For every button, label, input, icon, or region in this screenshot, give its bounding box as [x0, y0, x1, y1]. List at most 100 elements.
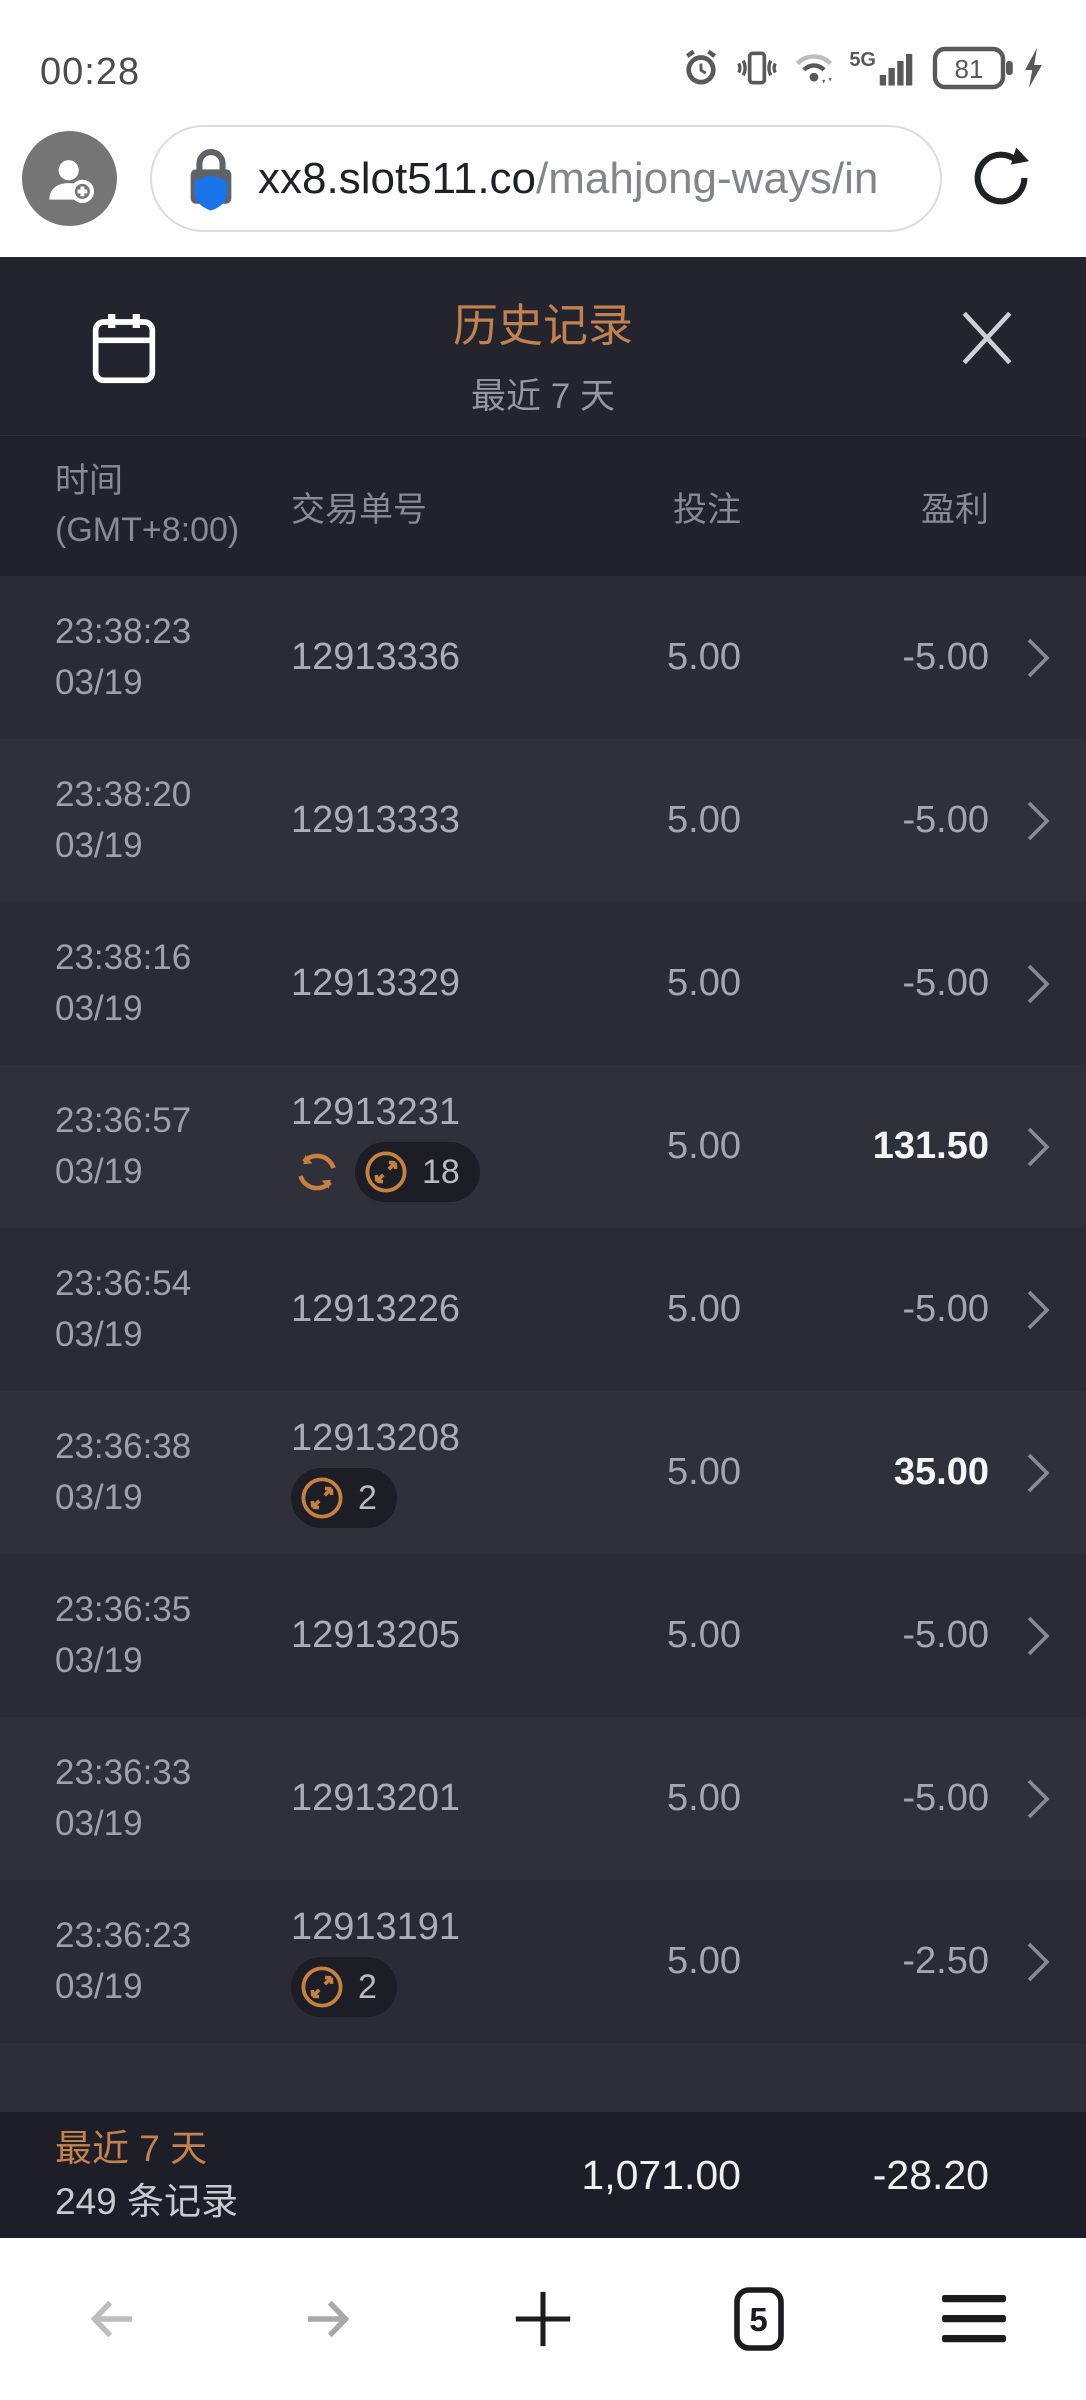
row-bet: 5.00: [667, 636, 741, 678]
row-profit: -5.00: [902, 1777, 989, 1819]
chevron-right-icon: [1027, 1453, 1050, 1492]
row-profit: -5.00: [902, 962, 989, 1004]
row-badges: 18: [291, 1142, 571, 1202]
row-order: 12913191 2: [270, 1906, 571, 2017]
menu-button[interactable]: [934, 2279, 1014, 2359]
multiplier-badge: 2: [291, 1957, 397, 2017]
row-bet: 5.00: [667, 962, 741, 1004]
browser-bottom-nav: 5: [0, 2238, 1086, 2400]
close-icon: [962, 311, 1012, 365]
row-time: 23:36:38 03/19: [55, 1427, 192, 1517]
secure-lock-icon: [190, 148, 232, 211]
row-badges: 2: [291, 1468, 571, 1528]
person-add-icon: [48, 159, 94, 203]
row-order: 12913201: [291, 1777, 461, 1819]
row-profit: -2.50: [902, 1940, 989, 1982]
row-bet: 5.00: [667, 1614, 741, 1656]
table-row[interactable]: 23:36:54 03/19 12913226 5.00 -5.00: [0, 1228, 1086, 1391]
row-profit: -5.00: [902, 636, 989, 678]
alarm-icon: [686, 49, 717, 85]
multiplier-count: 18: [422, 1152, 460, 1191]
row-bet: 5.00: [667, 1288, 741, 1330]
summary-total-bet: 1,071.00: [581, 2151, 741, 2198]
multiplier-badge: 18: [355, 1142, 480, 1202]
row-bet: 5.00: [667, 1125, 741, 1167]
multiplier-count: 2: [358, 1967, 377, 2006]
row-bet: 5.00: [667, 799, 741, 841]
plus-icon: [515, 2291, 571, 2347]
summary-total-profit: -28.20: [872, 2151, 989, 2198]
multiplier-icon: [301, 1966, 343, 2008]
battery-level-text: 81: [955, 54, 984, 84]
row-bet: 5.00: [667, 1777, 741, 1819]
vibrate-icon: [737, 51, 778, 85]
row-order: 12913205: [291, 1614, 461, 1656]
row-order: 12913336: [291, 636, 461, 678]
summary-range-label: 最近 7 天: [55, 2128, 208, 2169]
chevron-right-icon: [1027, 1779, 1050, 1818]
row-order: 12913329: [291, 962, 461, 1004]
close-button[interactable]: [948, 299, 1026, 377]
wifi-icon: [796, 54, 833, 84]
table-row[interactable]: 23:36:35 03/19 12913205 5.00 -5.00: [0, 1554, 1086, 1717]
free-spin-icon: [298, 1153, 336, 1191]
chevron-right-icon: [1027, 1290, 1050, 1329]
rows-gap-strip: [0, 2043, 1086, 2112]
table-row[interactable]: 23:38:16 03/19 12913329 5.00 -5.00: [0, 902, 1086, 1065]
chevron-right-icon: [1027, 1616, 1050, 1655]
tab-switcher-button[interactable]: 5: [719, 2279, 799, 2359]
row-profit: -5.00: [902, 1288, 989, 1330]
multiplier-count: 2: [358, 1478, 377, 1517]
row-time: 23:38:23 03/19: [55, 612, 192, 702]
url-bar[interactable]: xx8.slot511.co/mahjong-ways/in: [150, 125, 942, 232]
charging-bolt-icon: [1025, 48, 1042, 88]
column-header-order: 交易单号: [291, 490, 427, 529]
table-row[interactable]: 23:36:33 03/19 12913201 5.00 -5.00: [0, 1717, 1086, 1880]
url-host: xx8.slot511.co: [258, 153, 537, 203]
forward-button[interactable]: [288, 2279, 368, 2359]
table-row[interactable]: 23:38:20 03/19 12913333 5.00 -5.00: [0, 739, 1086, 902]
column-header-profit: 盈利: [921, 490, 989, 529]
hamburger-menu-icon: [942, 2295, 1006, 2343]
column-header-bet: 投注: [673, 490, 741, 529]
column-header-time: 时间 (GMT+8:00): [55, 461, 240, 549]
back-button[interactable]: [72, 2279, 152, 2359]
date-range-label: 最近 7 天: [471, 377, 615, 416]
row-order: 12913231 18: [270, 1091, 571, 1202]
new-tab-button[interactable]: [503, 2279, 583, 2359]
history-rows: 23:38:23 03/19 12913336 5.00 -5.00 23:38…: [0, 576, 1086, 2043]
multiplier-badge: 2: [291, 1468, 397, 1528]
row-time: 23:36:23 03/19: [55, 1916, 192, 2006]
table-row[interactable]: 23:36:38 03/19 12913208 2 5.00 35.00: [0, 1391, 1086, 1554]
chevron-right-icon: [1027, 1127, 1050, 1166]
row-profit: 35.00: [893, 1451, 989, 1493]
row-bet: 5.00: [667, 1451, 741, 1493]
row-badges: 2: [291, 1957, 571, 2017]
table-row[interactable]: 23:38:23 03/19 12913336 5.00 -5.00: [0, 576, 1086, 739]
signal-bars-icon: 5G: [849, 46, 920, 90]
row-time: 23:36:33 03/19: [55, 1753, 192, 1843]
row-order: 12913226: [291, 1288, 461, 1330]
panel-header: 历史记录 最近 7 天: [0, 257, 1086, 436]
page-title: 历史记录: [452, 300, 633, 351]
row-time: 23:36:54 03/19: [55, 1264, 192, 1354]
table-header: 时间 (GMT+8:00) 交易单号 投注 盈利: [0, 436, 1086, 576]
multiplier-icon: [365, 1151, 407, 1193]
chevron-right-icon: [1027, 801, 1050, 840]
row-profit: -5.00: [902, 1614, 989, 1656]
url-text: xx8.slot511.co/mahjong-ways/in: [258, 154, 878, 204]
reload-button[interactable]: [965, 142, 1037, 214]
status-bar: 00:28 5G: [0, 0, 1086, 100]
table-row[interactable]: 23:36:23 03/19 12913191 2 5.00 -2.50: [0, 1880, 1086, 2043]
table-row[interactable]: 23:36:57 03/19 12913231 18: [0, 1065, 1086, 1228]
row-time: 23:36:57 03/19: [55, 1101, 192, 1191]
profile-avatar-button[interactable]: [22, 131, 117, 226]
row-bet: 5.00: [667, 1940, 741, 1982]
url-path: /mahjong-ways/in: [536, 153, 879, 203]
multiplier-icon: [301, 1477, 343, 1519]
chevron-right-icon: [1027, 638, 1050, 677]
row-time: 23:38:16 03/19: [55, 938, 192, 1028]
chevron-right-icon: [1027, 964, 1050, 1003]
date-filter-button[interactable]: [84, 305, 164, 389]
forward-arrow-icon: [307, 2300, 349, 2338]
